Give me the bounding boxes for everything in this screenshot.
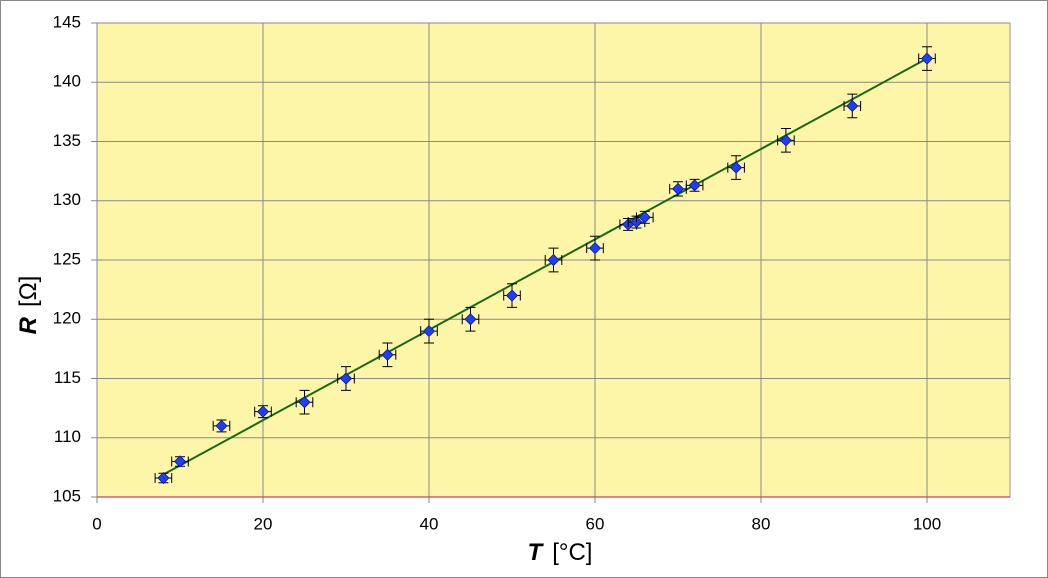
x-tick-label: 80 <box>752 514 771 533</box>
y-label-unit: [Ω] <box>15 276 42 307</box>
y-tick-label: 125 <box>53 249 81 268</box>
data-point <box>671 182 685 195</box>
y-tick-label: 105 <box>53 486 81 505</box>
data-point <box>215 419 228 432</box>
x-tick-label: 20 <box>254 514 273 533</box>
y-tick-label: 145 <box>53 12 81 31</box>
y-label-symbol: R <box>15 316 42 334</box>
y-tick-label: 120 <box>53 309 81 328</box>
data-point <box>422 325 436 338</box>
x-axis-label: T [°C] <box>528 539 593 566</box>
x-tick-label: 40 <box>420 514 439 533</box>
data-point <box>339 372 353 385</box>
y-axis-label: R [Ω] <box>15 276 42 335</box>
data-point <box>157 471 170 485</box>
data-point <box>920 52 934 65</box>
data-point <box>730 161 743 174</box>
data-point <box>256 405 270 418</box>
x-label-unit: [°C] <box>552 539 592 566</box>
data-point <box>588 242 602 255</box>
data-point <box>298 396 311 409</box>
data-point <box>464 313 477 326</box>
data-point <box>779 134 792 147</box>
y-tick-label: 110 <box>54 427 81 446</box>
y-tick-label: 135 <box>53 131 81 150</box>
y-tick-label: 140 <box>53 72 81 91</box>
data-point <box>688 179 701 192</box>
x-tick-label: 0 <box>92 514 101 533</box>
data-point <box>638 211 651 224</box>
x-label-symbol: T <box>528 539 545 566</box>
y-tick-label: 130 <box>53 190 81 209</box>
x-tick-label: 60 <box>586 514 605 533</box>
y-tick-label: 115 <box>54 368 81 387</box>
x-tick-label: 100 <box>913 514 941 533</box>
data-point <box>173 455 187 468</box>
data-point <box>381 348 394 361</box>
data-point <box>846 99 859 113</box>
data-point <box>505 289 519 302</box>
data-point <box>547 253 560 267</box>
trend-line <box>162 57 928 476</box>
